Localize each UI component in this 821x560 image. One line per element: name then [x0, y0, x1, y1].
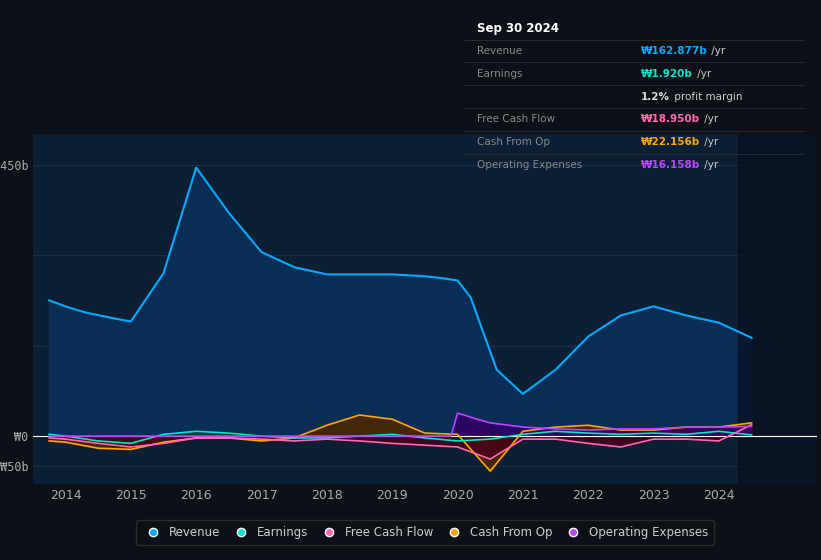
- Bar: [738, 134, 817, 484]
- Text: Cash From Op: Cash From Op: [478, 137, 551, 147]
- Text: Free Cash Flow: Free Cash Flow: [478, 114, 556, 124]
- Text: /yr: /yr: [701, 114, 718, 124]
- Text: ₩162.877b: ₩162.877b: [641, 46, 708, 56]
- Text: Revenue: Revenue: [478, 46, 523, 56]
- Text: /yr: /yr: [694, 69, 711, 79]
- Text: Sep 30 2024: Sep 30 2024: [478, 22, 559, 35]
- Text: profit margin: profit margin: [671, 92, 742, 101]
- Text: 1.2%: 1.2%: [641, 92, 670, 101]
- Text: /yr: /yr: [701, 160, 718, 170]
- Text: Operating Expenses: Operating Expenses: [478, 160, 583, 170]
- Text: ₩1.920b: ₩1.920b: [641, 69, 693, 79]
- Legend: Revenue, Earnings, Free Cash Flow, Cash From Op, Operating Expenses: Revenue, Earnings, Free Cash Flow, Cash …: [135, 520, 714, 545]
- Text: ₩18.950b: ₩18.950b: [641, 114, 700, 124]
- Text: ₩22.156b: ₩22.156b: [641, 137, 700, 147]
- Text: /yr: /yr: [709, 46, 726, 56]
- Text: ₩16.158b: ₩16.158b: [641, 160, 700, 170]
- Text: /yr: /yr: [701, 137, 718, 147]
- Text: Earnings: Earnings: [478, 69, 523, 79]
